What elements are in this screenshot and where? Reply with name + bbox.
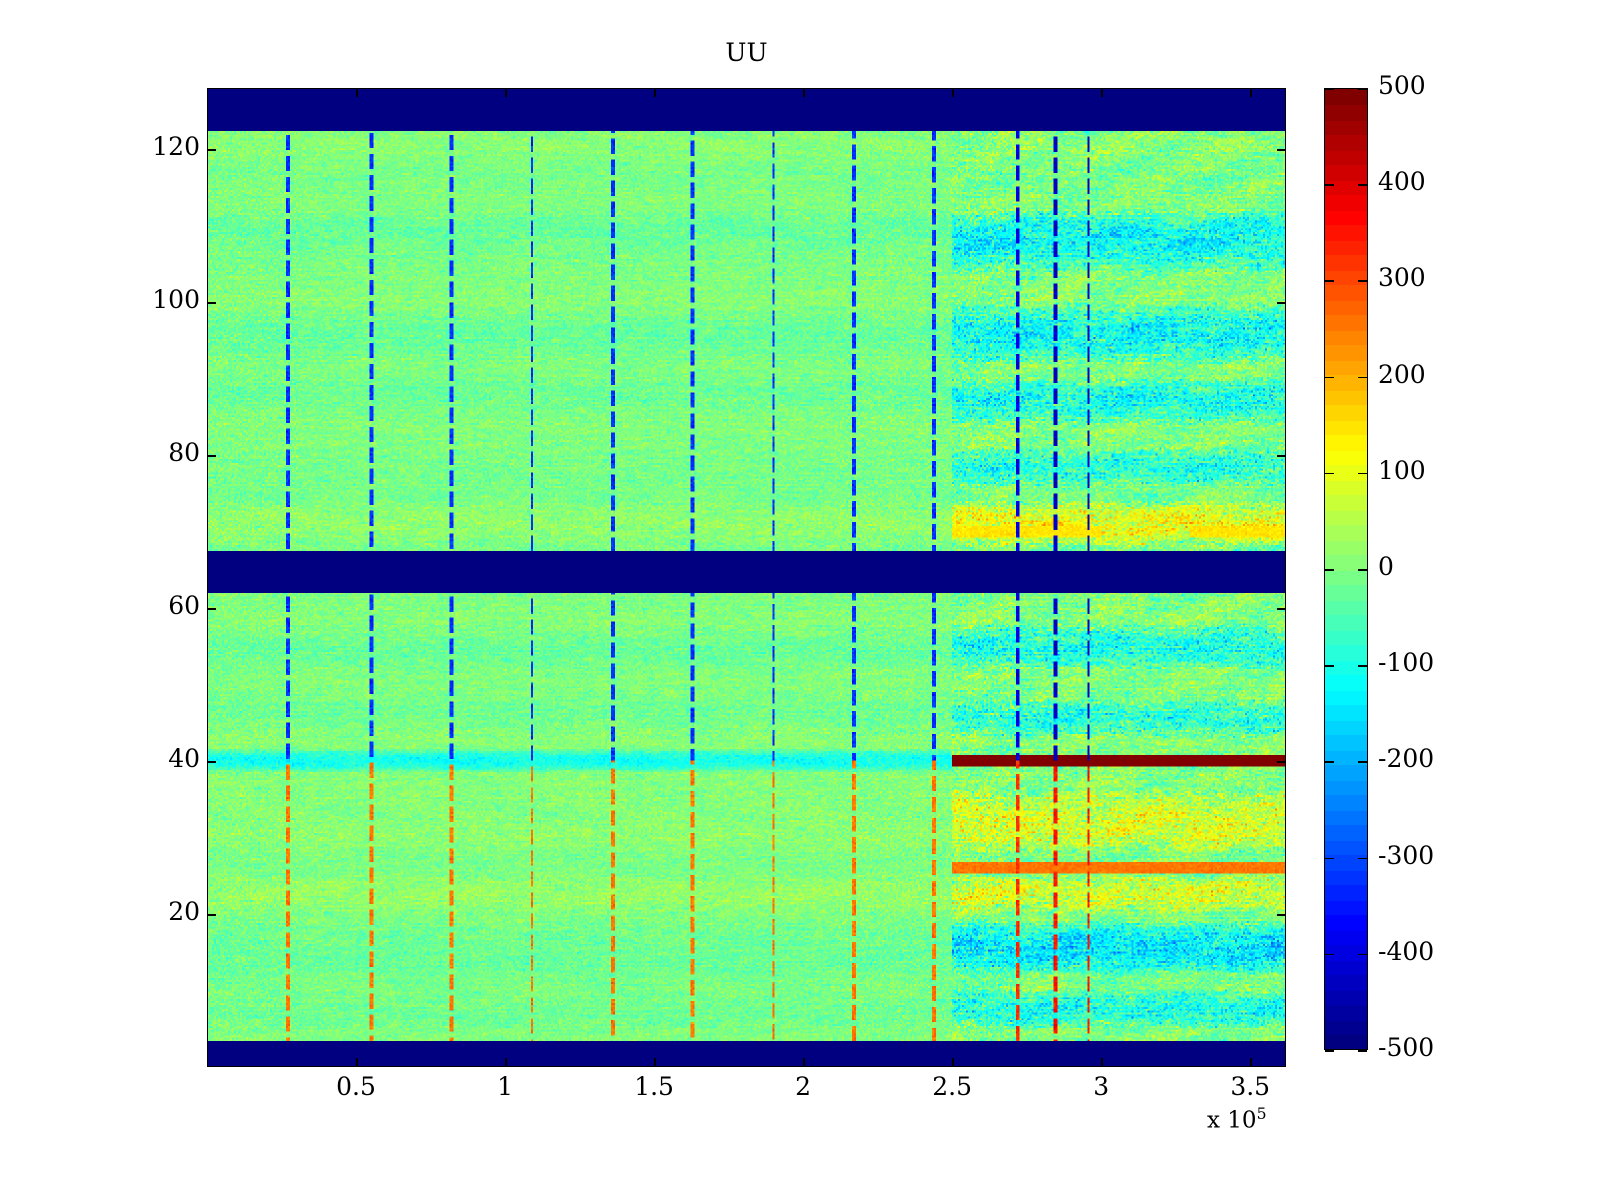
x-tick-3.5 — [1250, 88, 1252, 97]
colorbar-label-300: 300 — [1378, 263, 1426, 293]
x-tick-0.5 — [356, 88, 358, 97]
x-tick-3 — [1101, 1058, 1103, 1067]
x-tick-1 — [505, 88, 507, 97]
x-exponent-base: x 10 — [1207, 1107, 1257, 1134]
colorbar-label--200: -200 — [1378, 744, 1435, 774]
colorbar-tick-500 — [1358, 88, 1367, 90]
y-tick-100 — [207, 302, 216, 304]
colorbar-tick--100 — [1325, 665, 1334, 667]
y-tick-80 — [207, 455, 216, 457]
y-tick-right-40 — [1277, 761, 1286, 763]
x-tick-2 — [803, 88, 805, 97]
colorbar-tick-300 — [1358, 280, 1367, 282]
colorbar-tick--500 — [1358, 1050, 1367, 1052]
x-tick-label-1: 1 — [497, 1072, 514, 1101]
x-tick-label-0.5: 0.5 — [336, 1072, 376, 1101]
colorbar-tick-300 — [1325, 280, 1334, 282]
colorbar-label-400: 400 — [1378, 167, 1426, 197]
colorbar-tick-200 — [1358, 376, 1367, 379]
y-tick-60 — [207, 608, 216, 610]
y-tick-right-60 — [1277, 608, 1286, 610]
y-tick-right-80 — [1277, 455, 1286, 457]
colorbar-label-100: 100 — [1378, 455, 1426, 485]
colorbar-tick-400 — [1325, 184, 1334, 186]
heatmap-axes[interactable] — [207, 88, 1286, 1067]
x-tick-1.5 — [654, 88, 656, 97]
y-tick-right-20 — [1277, 914, 1286, 916]
y-tick-20 — [207, 914, 216, 916]
y-tick-right-100 — [1277, 302, 1286, 304]
page-title: UU — [725, 38, 768, 67]
colorbar-label--300: -300 — [1378, 840, 1435, 870]
x-axis-exponent-label: x 105 — [1207, 1104, 1267, 1134]
x-tick-2.5 — [952, 88, 954, 97]
x-tick-label-2: 2 — [795, 1072, 812, 1101]
x-tick-label-2.5: 2.5 — [932, 1072, 973, 1101]
heatmap-image — [208, 89, 1285, 1066]
colorbar-tick--200 — [1325, 761, 1334, 763]
colorbar-tick--100 — [1358, 665, 1367, 667]
colorbar-label--500: -500 — [1378, 1033, 1435, 1062]
x-tick-3.5 — [1250, 1058, 1252, 1067]
x-tick-label-1.5: 1.5 — [634, 1072, 674, 1101]
y-tick-label-60: 60 — [168, 591, 200, 621]
colorbar-tick--400 — [1325, 953, 1334, 956]
colorbar-tick-100 — [1358, 472, 1367, 475]
y-tick-label-40: 40 — [168, 744, 200, 774]
colorbar-tick--500 — [1325, 1050, 1334, 1052]
y-tick-40 — [207, 761, 216, 763]
x-tick-3 — [1101, 88, 1103, 97]
colorbar-tick-100 — [1325, 472, 1334, 475]
colorbar-tick--200 — [1358, 761, 1367, 763]
colorbar-tick--400 — [1358, 953, 1367, 956]
x-tick-label-3.5: 3.5 — [1230, 1072, 1271, 1101]
x-exponent-power: 5 — [1256, 1104, 1267, 1123]
x-tick-2 — [803, 1058, 805, 1067]
colorbar-tick-500 — [1325, 88, 1334, 90]
x-tick-2.5 — [952, 1058, 954, 1067]
x-tick-label-3: 3 — [1093, 1072, 1110, 1101]
y-tick-right-120 — [1277, 149, 1286, 151]
colorbar-tick-200 — [1325, 376, 1334, 379]
colorbar-tick-0 — [1325, 569, 1334, 571]
y-tick-label-20: 20 — [168, 897, 200, 927]
colorbar-label-200: 200 — [1378, 359, 1426, 389]
colorbar-label--100: -100 — [1378, 648, 1435, 678]
colorbar-label-500: 500 — [1378, 71, 1426, 100]
y-tick-label-80: 80 — [168, 438, 200, 468]
colorbar-tick--300 — [1325, 857, 1334, 860]
colorbar-label--400: -400 — [1378, 936, 1435, 966]
x-tick-1 — [505, 1058, 507, 1067]
colorbar-tick--300 — [1358, 857, 1367, 860]
y-tick-label-120: 120 — [152, 132, 200, 162]
y-tick-120 — [207, 149, 216, 151]
colorbar-label-0: 0 — [1378, 552, 1394, 581]
x-tick-1.5 — [654, 1058, 656, 1067]
y-tick-label-100: 100 — [152, 285, 200, 315]
colorbar-tick-0 — [1358, 569, 1367, 571]
x-tick-0.5 — [356, 1058, 358, 1067]
colorbar-tick-400 — [1358, 184, 1367, 186]
